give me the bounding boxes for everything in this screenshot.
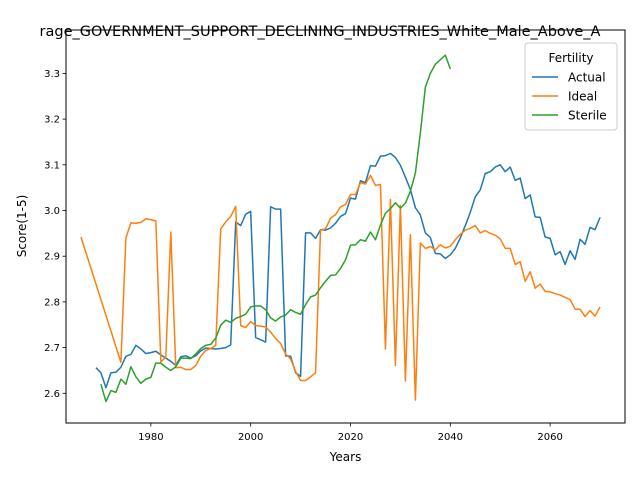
y-tick-label: 2.6 <box>44 389 60 400</box>
legend-label-ideal: Ideal <box>568 90 597 104</box>
series-layer <box>80 54 601 403</box>
legend: Fertility Actual Ideal Sterile <box>524 42 618 131</box>
y-tick-label: 3.2 <box>44 115 60 126</box>
x-tick-label: 1980 <box>138 432 163 443</box>
legend-box <box>524 42 618 131</box>
x-tick-label: 2020 <box>338 432 363 443</box>
legend-label-sterile: Sterile <box>568 109 607 123</box>
y-axis-label: Score(1-5) <box>15 195 29 258</box>
y-axis-ticks: 2.6 2.7 2.8 2.9 3.0 3.1 3.2 3.3 <box>44 69 66 400</box>
y-tick-label: 3.0 <box>44 206 60 217</box>
x-tick-label: 2060 <box>537 432 562 443</box>
x-tick-label: 2000 <box>238 432 263 443</box>
plot-frame <box>65 29 626 424</box>
x-tick-label: 2040 <box>438 432 463 443</box>
y-tick-label: 2.8 <box>44 297 60 308</box>
legend-label-actual: Actual <box>568 71 606 85</box>
legend-entries: Actual Ideal Sterile <box>532 71 607 123</box>
x-axis-ticks: 1980 2000 2020 2040 2060 <box>138 423 563 443</box>
y-tick-label: 2.9 <box>44 252 60 263</box>
y-tick-label: 2.7 <box>44 343 60 354</box>
series-line-sterile <box>100 54 452 403</box>
legend-title: Fertility <box>548 51 593 65</box>
chart-title: rage_GOVERNMENT_SUPPORT_DECLINING_INDUST… <box>40 24 601 40</box>
y-tick-label: 3.1 <box>44 160 60 171</box>
y-tick-label: 3.3 <box>44 69 60 80</box>
series-line-ideal <box>80 174 601 401</box>
x-axis-label: Years <box>329 450 362 464</box>
